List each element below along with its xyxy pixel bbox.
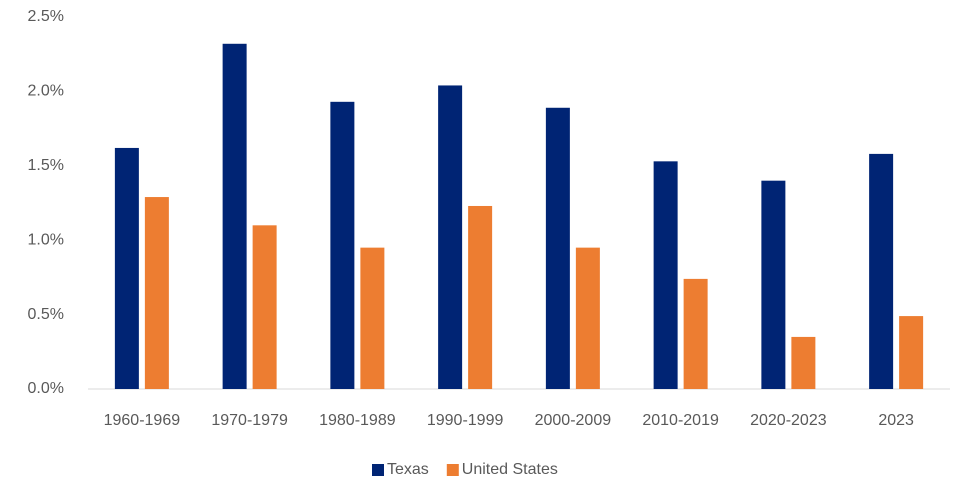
bar: [360, 247, 385, 389]
x-tick-label: 1990-1999: [427, 412, 504, 429]
bar: [791, 336, 816, 389]
bar: [683, 278, 708, 389]
bar: [869, 153, 894, 389]
y-tick-label: 2.5%: [28, 8, 64, 25]
bar: [252, 225, 277, 389]
bar: [899, 316, 924, 389]
legend-label: United States: [462, 461, 558, 478]
bar: [114, 147, 139, 389]
x-tick-label: 2020-2023: [750, 412, 827, 429]
bar: [438, 85, 463, 389]
x-tick-label: 1960-1969: [104, 412, 181, 429]
bar: [468, 205, 493, 389]
x-tick-label: 2000-2009: [535, 412, 612, 429]
bar: [330, 101, 355, 389]
y-tick-label: 1.5%: [28, 157, 64, 174]
x-tick-label: 1980-1989: [319, 412, 396, 429]
y-tick-label: 0.5%: [28, 306, 64, 323]
legend-label: Texas: [387, 461, 429, 478]
legend-swatch: [372, 464, 384, 476]
bar: [144, 197, 169, 389]
y-tick-label: 1.0%: [28, 231, 64, 248]
x-tick-label: 1970-1979: [211, 412, 288, 429]
bar: [545, 107, 570, 389]
x-tick-label: 2010-2019: [642, 412, 719, 429]
y-tick-label: 0.0%: [28, 380, 64, 397]
bar: [761, 180, 786, 389]
bar: [222, 43, 247, 390]
legend-swatch: [446, 464, 459, 476]
bar: [575, 247, 600, 389]
y-tick-label: 2.0%: [28, 83, 64, 100]
x-tick-label: 2023: [878, 412, 914, 429]
bar: [653, 161, 678, 389]
